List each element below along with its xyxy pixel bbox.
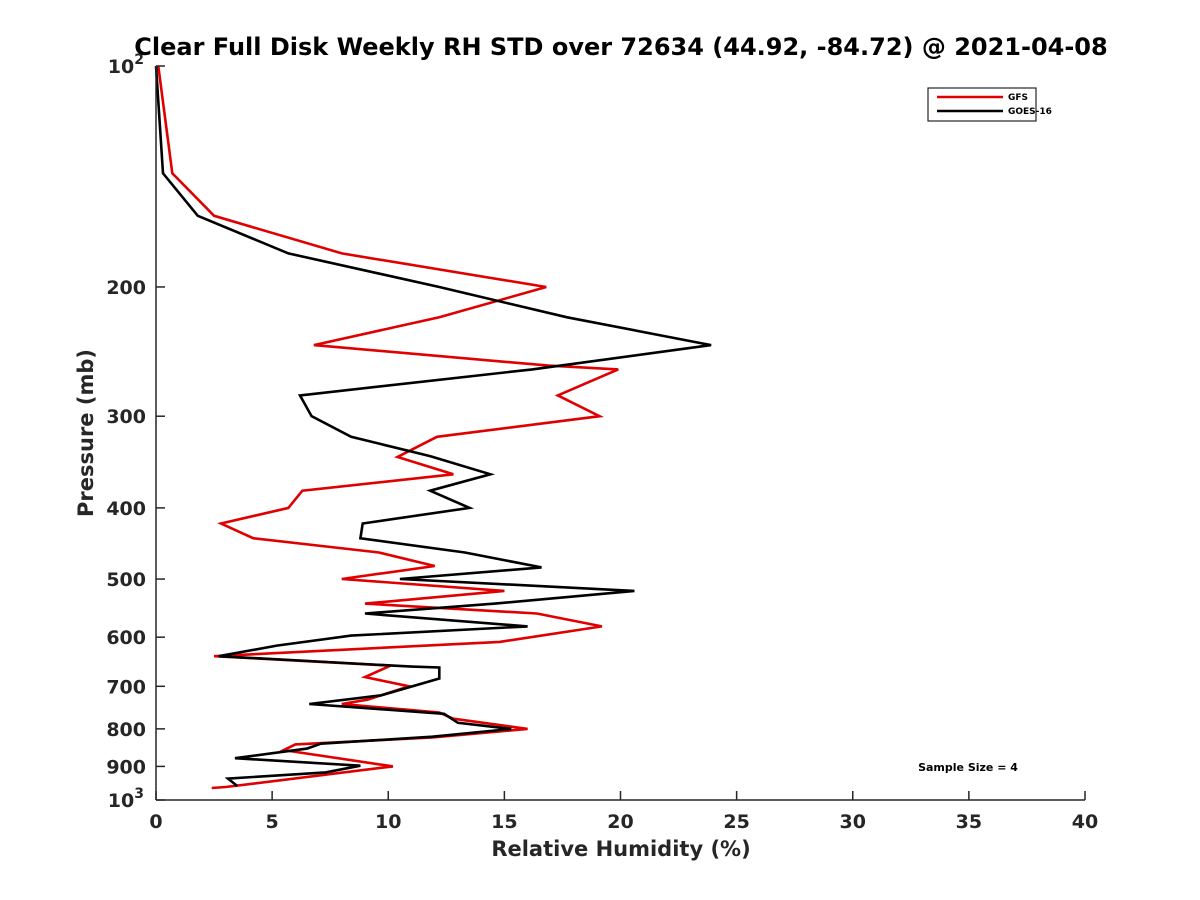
series-layer [154,65,712,790]
x-tick-label: 20 [607,811,633,833]
x-ticks: 0 5 10 15 20 25 30 35 40 [149,791,1098,833]
y-tick-label: 800 [106,719,146,741]
y-tick-label: 103 [108,786,144,812]
x-tick-label: 10 [375,811,401,833]
x-tick-label: 35 [956,811,982,833]
y-tick-label: 300 [106,406,146,428]
y-tick-label: 400 [106,498,146,520]
x-tick-label: 5 [266,811,279,833]
sample-size-annotation: Sample Size = 4 [918,761,1018,774]
legend: GFS GOES-16 [927,87,1052,122]
x-tick-label: 15 [491,811,517,833]
chart-title: Clear Full Disk Weekly RH STD over 72634… [134,33,1107,61]
x-axis-label: Relative Humidity (%) [491,837,750,861]
x-tick-label: 40 [1072,811,1098,833]
axes [155,66,1085,801]
x-tick-label: 30 [840,811,866,833]
y-tick-label: 500 [106,569,146,591]
legend-box [927,87,1037,122]
x-tick-label: 25 [723,811,749,833]
series-line-goes16 [154,65,712,788]
y-tick-label: 600 [106,627,146,649]
legend-label-gfs: GFS [1008,93,1028,103]
y-ticks: 102 200 300 400 500 600 700 800 900 103 [106,52,165,812]
y-tick-label: 200 [106,277,146,299]
y-tick-label: 700 [106,676,146,698]
y-axis-label: Pressure (mb) [74,349,98,517]
x-tick-label: 0 [149,811,162,833]
series-line-gfs [157,65,619,790]
y-tick-label: 900 [106,756,146,778]
y-tick-label: 102 [108,52,144,78]
legend-label-goes16: GOES-16 [1008,107,1052,117]
